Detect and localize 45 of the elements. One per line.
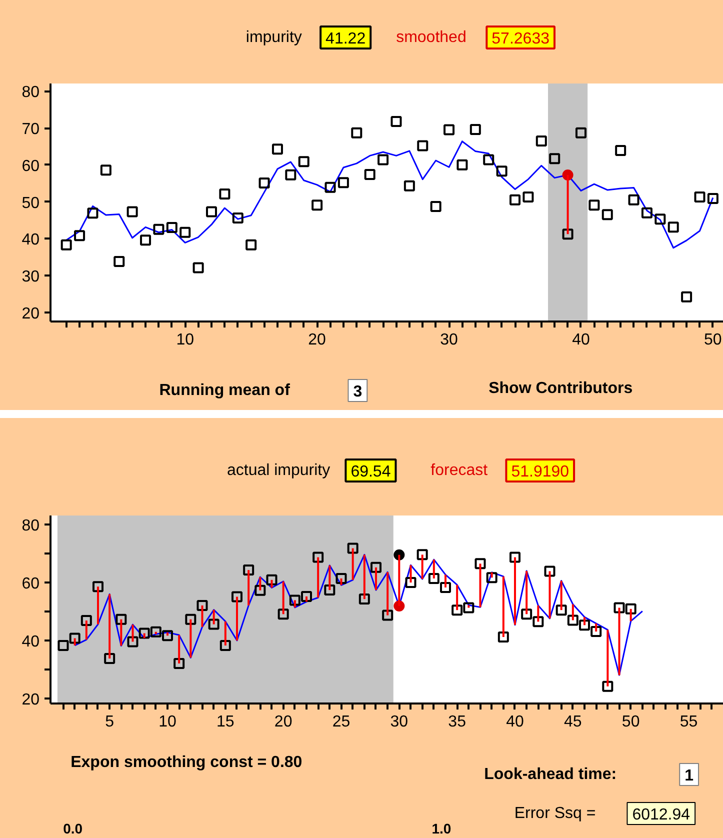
text: 69.54 xyxy=(350,464,391,480)
x-tick-label: 10 xyxy=(158,714,176,730)
y-tick-label: 80 xyxy=(22,84,40,102)
text: Look-ahead time: xyxy=(484,766,617,783)
x-tick-label: 55 xyxy=(680,714,698,730)
x-tick-label: 30 xyxy=(390,714,408,730)
x-tick-label: 50 xyxy=(622,714,640,730)
y-tick-label: 40 xyxy=(22,232,40,249)
text: Show Contributors xyxy=(488,380,633,397)
y-tick-label: 70 xyxy=(22,121,40,138)
x-tick-label: 50 xyxy=(704,332,722,348)
text: forecast xyxy=(430,462,488,479)
x-tick-label: 15 xyxy=(216,714,234,730)
y-tick-label: 30 xyxy=(22,268,40,286)
text: Expon smoothing const = 0.80 xyxy=(70,754,302,771)
y-tick-label: 50 xyxy=(22,194,40,212)
x-tick-label: 35 xyxy=(448,714,466,730)
text: 41.22 xyxy=(326,30,366,48)
x-tick-label: 45 xyxy=(564,714,582,730)
x-tick-label: 20 xyxy=(274,714,292,730)
text: Error Ssq = xyxy=(514,805,596,822)
text: Running mean of xyxy=(159,382,291,399)
y-tick-label: 40 xyxy=(22,634,40,651)
text: impurity xyxy=(246,29,302,46)
x-tick-label: 40 xyxy=(572,332,590,348)
x-tick-label: 10 xyxy=(176,332,194,348)
text: actual impurity xyxy=(226,462,330,479)
text: 3 xyxy=(353,384,362,400)
y-tick-label: 20 xyxy=(22,692,40,709)
y-tick-label: 20 xyxy=(22,305,40,322)
x-tick-label: 25 xyxy=(332,714,350,730)
text: 6012.94 xyxy=(632,806,690,824)
text: 1 xyxy=(684,768,694,784)
text: 0.0 xyxy=(63,820,83,836)
x-tick-label: 5 xyxy=(105,714,114,730)
y-tick-label: 80 xyxy=(22,517,40,534)
text: smoothed xyxy=(396,29,466,46)
x-tick-label: 30 xyxy=(440,332,458,348)
y-tick-label: 60 xyxy=(22,158,40,175)
text: 57.2633 xyxy=(492,30,550,48)
text: 51.9190 xyxy=(511,464,570,480)
x-tick-label: 40 xyxy=(506,714,524,730)
x-tick-label: 20 xyxy=(308,332,326,348)
text: 1.0 xyxy=(432,820,452,836)
y-tick-label: 60 xyxy=(22,576,40,593)
